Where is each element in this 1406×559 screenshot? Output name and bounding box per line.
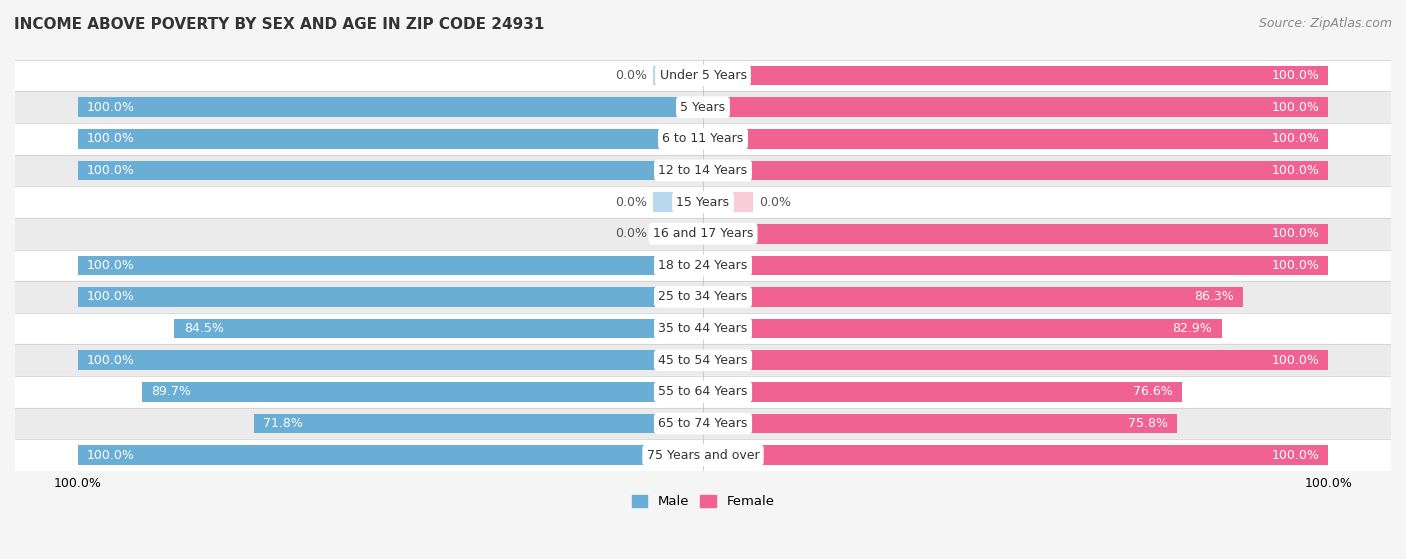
Bar: [703, 160, 1329, 180]
Text: 65 to 74 Years: 65 to 74 Years: [658, 417, 748, 430]
Text: Source: ZipAtlas.com: Source: ZipAtlas.com: [1258, 17, 1392, 30]
Bar: [15, 155, 1391, 186]
Text: 100.0%: 100.0%: [1271, 354, 1319, 367]
Bar: [15, 60, 1391, 91]
Text: 6 to 11 Years: 6 to 11 Years: [662, 132, 744, 145]
Bar: [15, 344, 1391, 376]
Bar: [15, 408, 1391, 439]
Text: 12 to 14 Years: 12 to 14 Years: [658, 164, 748, 177]
Text: 100.0%: 100.0%: [1271, 164, 1319, 177]
Bar: [703, 350, 1329, 370]
Text: 82.9%: 82.9%: [1173, 322, 1212, 335]
Bar: [254, 414, 703, 433]
Bar: [77, 129, 703, 149]
Text: 100.0%: 100.0%: [87, 291, 135, 304]
Text: 100.0%: 100.0%: [87, 164, 135, 177]
Bar: [703, 66, 1329, 86]
Bar: [15, 91, 1391, 123]
Text: 15 Years: 15 Years: [676, 196, 730, 209]
Text: 86.3%: 86.3%: [1194, 291, 1233, 304]
Bar: [703, 97, 1329, 117]
Bar: [15, 376, 1391, 408]
Bar: [15, 313, 1391, 344]
Bar: [652, 66, 703, 86]
Bar: [703, 414, 1177, 433]
Bar: [703, 382, 1182, 402]
Bar: [15, 439, 1391, 471]
Bar: [15, 218, 1391, 249]
Text: 45 to 54 Years: 45 to 54 Years: [658, 354, 748, 367]
Text: 100.0%: 100.0%: [87, 449, 135, 462]
Text: 100.0%: 100.0%: [87, 132, 135, 145]
Bar: [174, 319, 703, 338]
Text: 5 Years: 5 Years: [681, 101, 725, 113]
Text: 55 to 64 Years: 55 to 64 Years: [658, 385, 748, 399]
Bar: [703, 224, 1329, 244]
Bar: [77, 446, 703, 465]
Text: 25 to 34 Years: 25 to 34 Years: [658, 291, 748, 304]
Bar: [77, 97, 703, 117]
Text: 0.0%: 0.0%: [614, 196, 647, 209]
Text: 100.0%: 100.0%: [1271, 227, 1319, 240]
Text: 0.0%: 0.0%: [614, 69, 647, 82]
Text: 100.0%: 100.0%: [1271, 259, 1319, 272]
Text: 89.7%: 89.7%: [152, 385, 191, 399]
Bar: [652, 192, 703, 212]
Text: INCOME ABOVE POVERTY BY SEX AND AGE IN ZIP CODE 24931: INCOME ABOVE POVERTY BY SEX AND AGE IN Z…: [14, 17, 544, 32]
Bar: [142, 382, 703, 402]
Bar: [703, 129, 1329, 149]
Text: 100.0%: 100.0%: [1271, 132, 1319, 145]
Bar: [703, 192, 754, 212]
Bar: [15, 249, 1391, 281]
Text: 76.6%: 76.6%: [1133, 385, 1173, 399]
Text: 84.5%: 84.5%: [184, 322, 224, 335]
Bar: [15, 123, 1391, 155]
Text: 100.0%: 100.0%: [87, 259, 135, 272]
Bar: [703, 255, 1329, 275]
Bar: [652, 224, 703, 244]
Bar: [703, 446, 1329, 465]
Bar: [703, 287, 1243, 307]
Text: 16 and 17 Years: 16 and 17 Years: [652, 227, 754, 240]
Text: 0.0%: 0.0%: [614, 227, 647, 240]
Text: 100.0%: 100.0%: [87, 101, 135, 113]
Bar: [77, 255, 703, 275]
Text: 100.0%: 100.0%: [1271, 449, 1319, 462]
Text: 75.8%: 75.8%: [1128, 417, 1168, 430]
Bar: [77, 287, 703, 307]
Text: Under 5 Years: Under 5 Years: [659, 69, 747, 82]
Text: 100.0%: 100.0%: [87, 354, 135, 367]
Text: 35 to 44 Years: 35 to 44 Years: [658, 322, 748, 335]
Text: 75 Years and over: 75 Years and over: [647, 449, 759, 462]
Text: 18 to 24 Years: 18 to 24 Years: [658, 259, 748, 272]
Bar: [15, 186, 1391, 218]
Bar: [77, 160, 703, 180]
Bar: [15, 281, 1391, 313]
Text: 100.0%: 100.0%: [1271, 101, 1319, 113]
Bar: [703, 319, 1222, 338]
Text: 0.0%: 0.0%: [759, 196, 792, 209]
Legend: Male, Female: Male, Female: [626, 490, 780, 514]
Text: 71.8%: 71.8%: [263, 417, 304, 430]
Bar: [77, 350, 703, 370]
Text: 100.0%: 100.0%: [1271, 69, 1319, 82]
